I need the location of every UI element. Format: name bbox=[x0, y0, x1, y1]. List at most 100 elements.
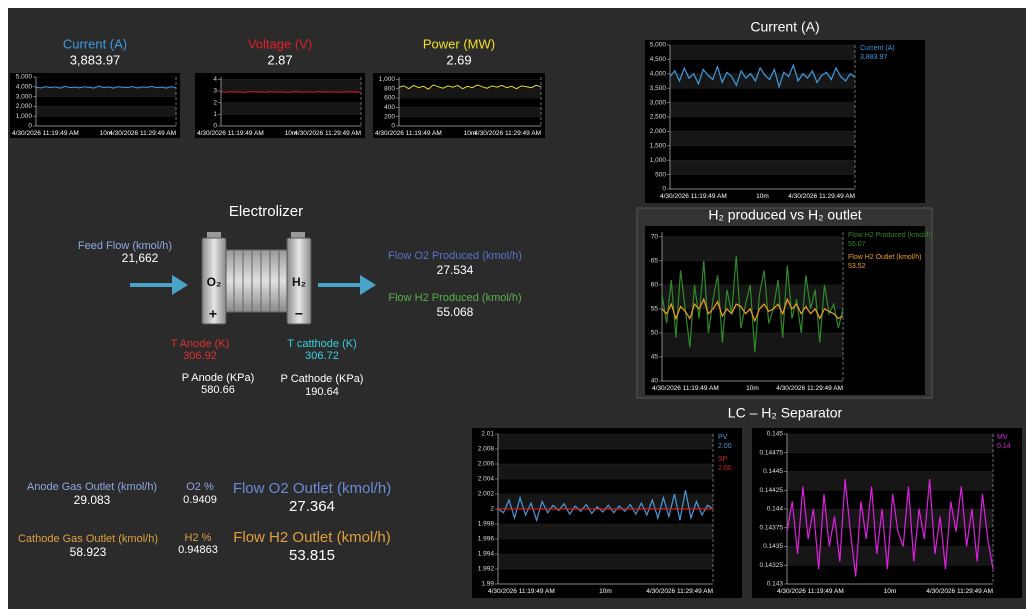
y-tick-label: 2.01 bbox=[481, 431, 494, 438]
o2-produced-value: 27.534 bbox=[437, 263, 474, 277]
y-tick-label: 55 bbox=[651, 306, 659, 313]
y-tick-label: 3,000 bbox=[16, 93, 33, 100]
y-tick-label: 0 bbox=[28, 123, 32, 130]
y-tick-label: 400 bbox=[384, 104, 395, 111]
y-tick-label: 3,500 bbox=[650, 85, 667, 92]
feed-flow-value: 21,662 bbox=[122, 251, 159, 265]
grid-band bbox=[221, 79, 361, 91]
y-tick-label: 50 bbox=[651, 330, 659, 337]
x-time-label: 4/30/2026 11:29:49 AM bbox=[776, 385, 843, 392]
legend-name: Flow H2 Outlet (kmol/h) bbox=[848, 254, 922, 261]
t-cathode-value: 306.72 bbox=[305, 350, 339, 362]
h2-pct-label: H2 % bbox=[185, 532, 212, 544]
h2-outlet-label: Flow H2 Outlet (kmol/h) bbox=[233, 529, 391, 546]
anode-gas-label: Anode Gas Outlet (kmol/h) bbox=[27, 481, 157, 493]
cathode-symbol: H₂ bbox=[292, 275, 306, 289]
o2-outlet-label: Flow O2 Outlet (kmol/h) bbox=[233, 480, 391, 497]
y-tick-label: 1,000 bbox=[650, 157, 667, 164]
y-tick-label: 4,500 bbox=[650, 56, 667, 63]
anode-gas-value: 29.083 bbox=[74, 493, 111, 507]
legend-value: 2.00 bbox=[718, 465, 732, 472]
legend-name: MV bbox=[997, 434, 1008, 441]
legend-name: Current (A) bbox=[860, 45, 895, 52]
legend-value: 0.14 bbox=[997, 443, 1011, 450]
y-tick-label: 60 bbox=[651, 282, 659, 289]
o2-pct-value: 0.9409 bbox=[183, 494, 217, 506]
cathode-sign: − bbox=[295, 306, 303, 322]
y-tick-label: 2.004 bbox=[478, 476, 495, 483]
p-cathode-label: P Cathode (KPa) bbox=[281, 373, 364, 385]
chart-panel bbox=[645, 40, 925, 203]
x-time-label: 4/30/2026 11:19:49 AM bbox=[777, 588, 844, 595]
chart-title: H₂ produced vs H₂ outlet bbox=[708, 207, 861, 223]
anode-sign: + bbox=[209, 306, 217, 322]
y-tick-label: 0 bbox=[391, 123, 395, 130]
p-anode-label: P Anode (KPa) bbox=[182, 372, 255, 384]
y-tick-label: 1,500 bbox=[650, 143, 667, 150]
mini-value: 2.87 bbox=[267, 52, 292, 67]
grid-band bbox=[670, 45, 855, 59]
y-tick-label: 4 bbox=[213, 76, 217, 83]
legend-value: 3,883.97 bbox=[860, 54, 887, 61]
x-time-label: 4/30/2026 11:19:49 AM bbox=[488, 588, 555, 595]
t-anode-value: 306.92 bbox=[183, 350, 217, 362]
grid-band bbox=[787, 434, 993, 453]
y-tick-label: 0.14375 bbox=[760, 524, 784, 531]
feed-flow-label: Feed Flow (kmol/h) bbox=[78, 240, 172, 252]
h2-outlet-value: 53.815 bbox=[289, 547, 335, 564]
h2-pct-value: 0.94863 bbox=[178, 544, 218, 556]
x-time-label: 4/30/2026 11:19:49 AM bbox=[375, 130, 442, 137]
y-tick-label: 1,000 bbox=[379, 76, 396, 83]
y-tick-label: 0 bbox=[213, 123, 217, 130]
y-tick-label: 45 bbox=[651, 354, 659, 361]
t-anode-label: T Anode (K) bbox=[171, 338, 230, 350]
x-time-label: 4/30/2026 11:29:49 AM bbox=[788, 193, 855, 200]
dashboard: Electrolizer Feed Flow (kmol/h) 21,662 O… bbox=[0, 0, 1034, 609]
legend-name: PV bbox=[718, 434, 728, 441]
x-time-label: 4/30/2026 11:19:49 AM bbox=[660, 193, 727, 200]
y-tick-label: 4,000 bbox=[650, 71, 667, 78]
chart-title: Voltage (V) bbox=[248, 36, 312, 51]
grid-band bbox=[662, 237, 843, 261]
x-time-label: 10m bbox=[599, 588, 612, 595]
mini-value: 3,883.97 bbox=[70, 52, 121, 67]
y-tick-label: 2 bbox=[213, 99, 217, 106]
t-cathode-label: T catthode (K) bbox=[287, 338, 357, 350]
y-tick-label: 0 bbox=[662, 186, 666, 193]
o2-outlet-value: 27.364 bbox=[289, 498, 335, 515]
h2-produced-value: 55.068 bbox=[437, 305, 474, 319]
y-tick-label: 1.994 bbox=[478, 551, 495, 558]
grid-band bbox=[221, 103, 361, 115]
y-tick-label: 1.996 bbox=[478, 536, 495, 543]
grid-band bbox=[498, 554, 713, 569]
y-tick-label: 200 bbox=[384, 113, 395, 120]
legend-value: 2.00 bbox=[718, 443, 732, 450]
chart-title: Power (MW) bbox=[423, 36, 495, 51]
y-tick-label: 2,000 bbox=[16, 103, 33, 110]
grid-band bbox=[498, 464, 713, 479]
x-time-label: 10m bbox=[746, 385, 759, 392]
y-tick-label: 1.992 bbox=[478, 566, 495, 573]
x-time-label: 4/30/2026 11:19:49 AM bbox=[197, 130, 264, 137]
chart-title: Current (A) bbox=[63, 36, 127, 51]
p-cathode-value: 190.64 bbox=[305, 386, 339, 398]
h2-produced-label: Flow H2 Produced (kmol/h) bbox=[388, 292, 521, 304]
legend-value: 55.07 bbox=[848, 241, 866, 248]
y-tick-label: 70 bbox=[651, 234, 659, 241]
y-tick-label: 0.145 bbox=[767, 431, 784, 438]
series-line bbox=[221, 92, 361, 93]
y-tick-label: 0.144 bbox=[767, 506, 784, 513]
grid-band bbox=[36, 106, 176, 116]
y-tick-label: 65 bbox=[651, 258, 659, 265]
x-time-label: 10m bbox=[756, 193, 769, 200]
p-anode-value: 580.66 bbox=[201, 384, 235, 396]
y-tick-label: 1 bbox=[213, 111, 217, 118]
x-time-label: 4/30/2026 11:29:49 AM bbox=[474, 130, 541, 137]
grid-band bbox=[670, 103, 855, 117]
y-tick-label: 0.14425 bbox=[760, 487, 784, 494]
y-tick-label: 0.143 bbox=[767, 581, 784, 588]
electrolizer-title: Electrolizer bbox=[229, 203, 303, 220]
legend-name: SP bbox=[718, 456, 728, 463]
grid-band bbox=[670, 160, 855, 174]
y-tick-label: 40 bbox=[651, 378, 659, 385]
